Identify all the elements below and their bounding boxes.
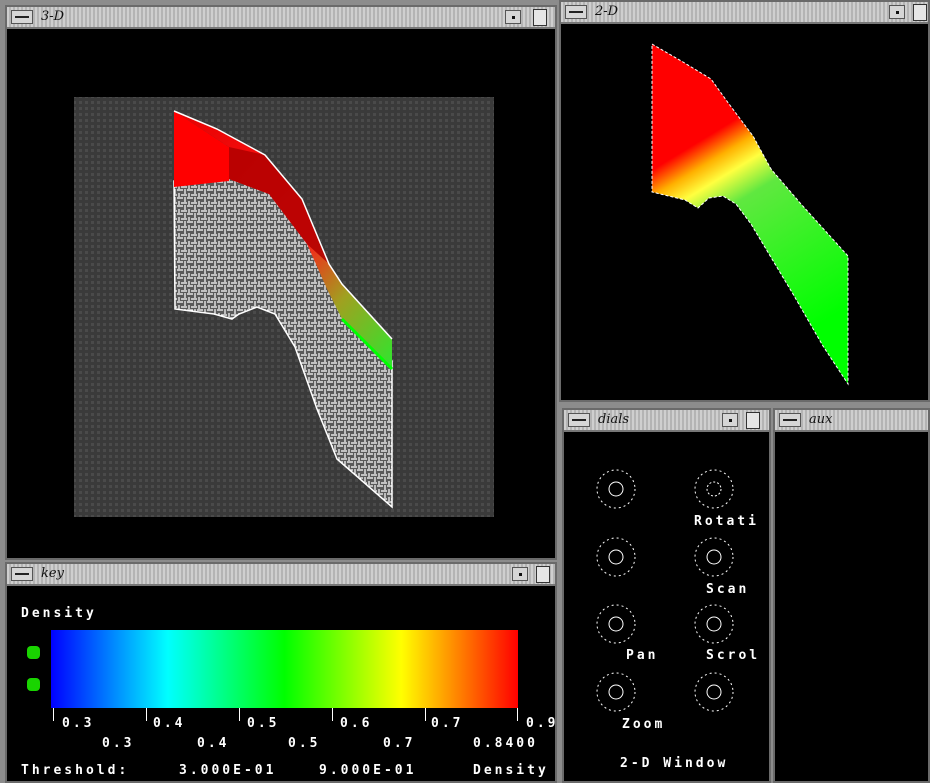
aux-panel (775, 432, 928, 781)
window-aux[interactable]: aux (773, 408, 930, 783)
threshold-max-value: 9.000E-01 (319, 763, 417, 778)
window-menu-button[interactable] (11, 10, 33, 24)
window-3d[interactable]: 3-D (5, 5, 557, 560)
dial-label-pan: Pan (626, 648, 659, 663)
upper-threshold-handle[interactable] (27, 646, 40, 659)
dial-knob[interactable] (692, 535, 736, 579)
titlebar-dials[interactable]: dials (564, 410, 769, 432)
tick-mark (332, 708, 333, 721)
titlebar-key[interactable]: key (7, 564, 555, 586)
titlebar-aux[interactable]: aux (775, 410, 928, 432)
minimize-button[interactable] (722, 413, 738, 427)
lower-tick-label: 0.4 (197, 736, 230, 751)
upper-tick-label: 0.4 (153, 716, 186, 731)
maximize-button[interactable] (913, 4, 927, 21)
upper-tick-label: 0.6 (340, 716, 373, 731)
density-contour (651, 43, 849, 386)
dial-knob[interactable] (594, 467, 638, 511)
window-menu-button[interactable] (11, 567, 33, 581)
minimize-button[interactable] (512, 567, 528, 581)
lower-threshold-handle[interactable] (27, 678, 40, 691)
window-key[interactable]: key Density 0.3 0.4 0.5 0.6 0.7 0.9 0.3 … (5, 562, 557, 783)
window-menu-button[interactable] (568, 413, 590, 427)
threshold-label: Threshold: (21, 763, 130, 778)
threshold-min-value: 3.000E-01 (179, 763, 277, 778)
density-band (174, 111, 392, 369)
lower-tick-label: 0.3 (102, 736, 135, 751)
window-title: dials (598, 412, 630, 427)
dial-knob[interactable] (692, 670, 736, 714)
dial-label-rotate: Rotati (694, 514, 759, 529)
minimize-button[interactable] (505, 10, 521, 24)
view-2d-canvas[interactable] (561, 24, 928, 400)
front-face (174, 111, 229, 187)
window-title: 3-D (41, 9, 65, 24)
tick-mark (239, 708, 240, 721)
upper-tick-label: 0.3 (62, 716, 95, 731)
colorbar (51, 630, 518, 708)
dial-label-scroll: Scrol (706, 648, 761, 663)
maximize-button[interactable] (536, 566, 550, 583)
lower-tick-label: 0.5 (288, 736, 321, 751)
dial-label-scan: Scan (706, 582, 750, 597)
maximize-button[interactable] (533, 9, 547, 26)
threshold-variable: Density (473, 763, 549, 778)
tick-mark (517, 708, 518, 721)
lower-tick-label: 0.7 (383, 736, 416, 751)
window-menu-button[interactable] (565, 5, 587, 19)
titlebar-2d[interactable]: 2-D (561, 2, 928, 24)
titlebar-3d[interactable]: 3-D (7, 7, 555, 29)
dial-label-zoom: Zoom (622, 717, 666, 732)
dial-knob[interactable] (594, 602, 638, 646)
dial-knob[interactable] (594, 670, 638, 714)
upper-tick-label: 0.5 (247, 716, 280, 731)
window-title: 2-D (595, 4, 619, 19)
lower-tick-label: 0.8400 (473, 736, 538, 751)
minimize-button[interactable] (889, 5, 905, 19)
maximize-button[interactable] (746, 412, 760, 429)
window-title: aux (809, 412, 833, 427)
window-title: key (41, 566, 64, 581)
dial-knob[interactable] (692, 467, 736, 511)
tick-mark (53, 708, 54, 721)
render-2d (651, 43, 849, 386)
view-3d-canvas[interactable] (7, 29, 555, 558)
window-dials[interactable]: dials Rotati Scan Pan Scrol Zoom 2-D Win… (562, 408, 771, 783)
tick-mark (425, 708, 426, 721)
window-menu-button[interactable] (779, 413, 801, 427)
window-2d[interactable]: 2-D (559, 0, 930, 402)
tick-mark (146, 708, 147, 721)
dials-footer: 2-D Window (620, 756, 729, 771)
dials-panel: Rotati Scan Pan Scrol Zoom 2-D Window (564, 432, 769, 781)
variable-label: Density (21, 606, 97, 621)
dial-knob[interactable] (692, 602, 736, 646)
upper-tick-label: 0.7 (431, 716, 464, 731)
dial-knob[interactable] (594, 535, 638, 579)
render-3d (74, 97, 494, 517)
upper-tick-label: 0.9 (526, 716, 555, 731)
color-key-panel: Density 0.3 0.4 0.5 0.6 0.7 0.9 0.3 0.4 … (7, 586, 555, 781)
